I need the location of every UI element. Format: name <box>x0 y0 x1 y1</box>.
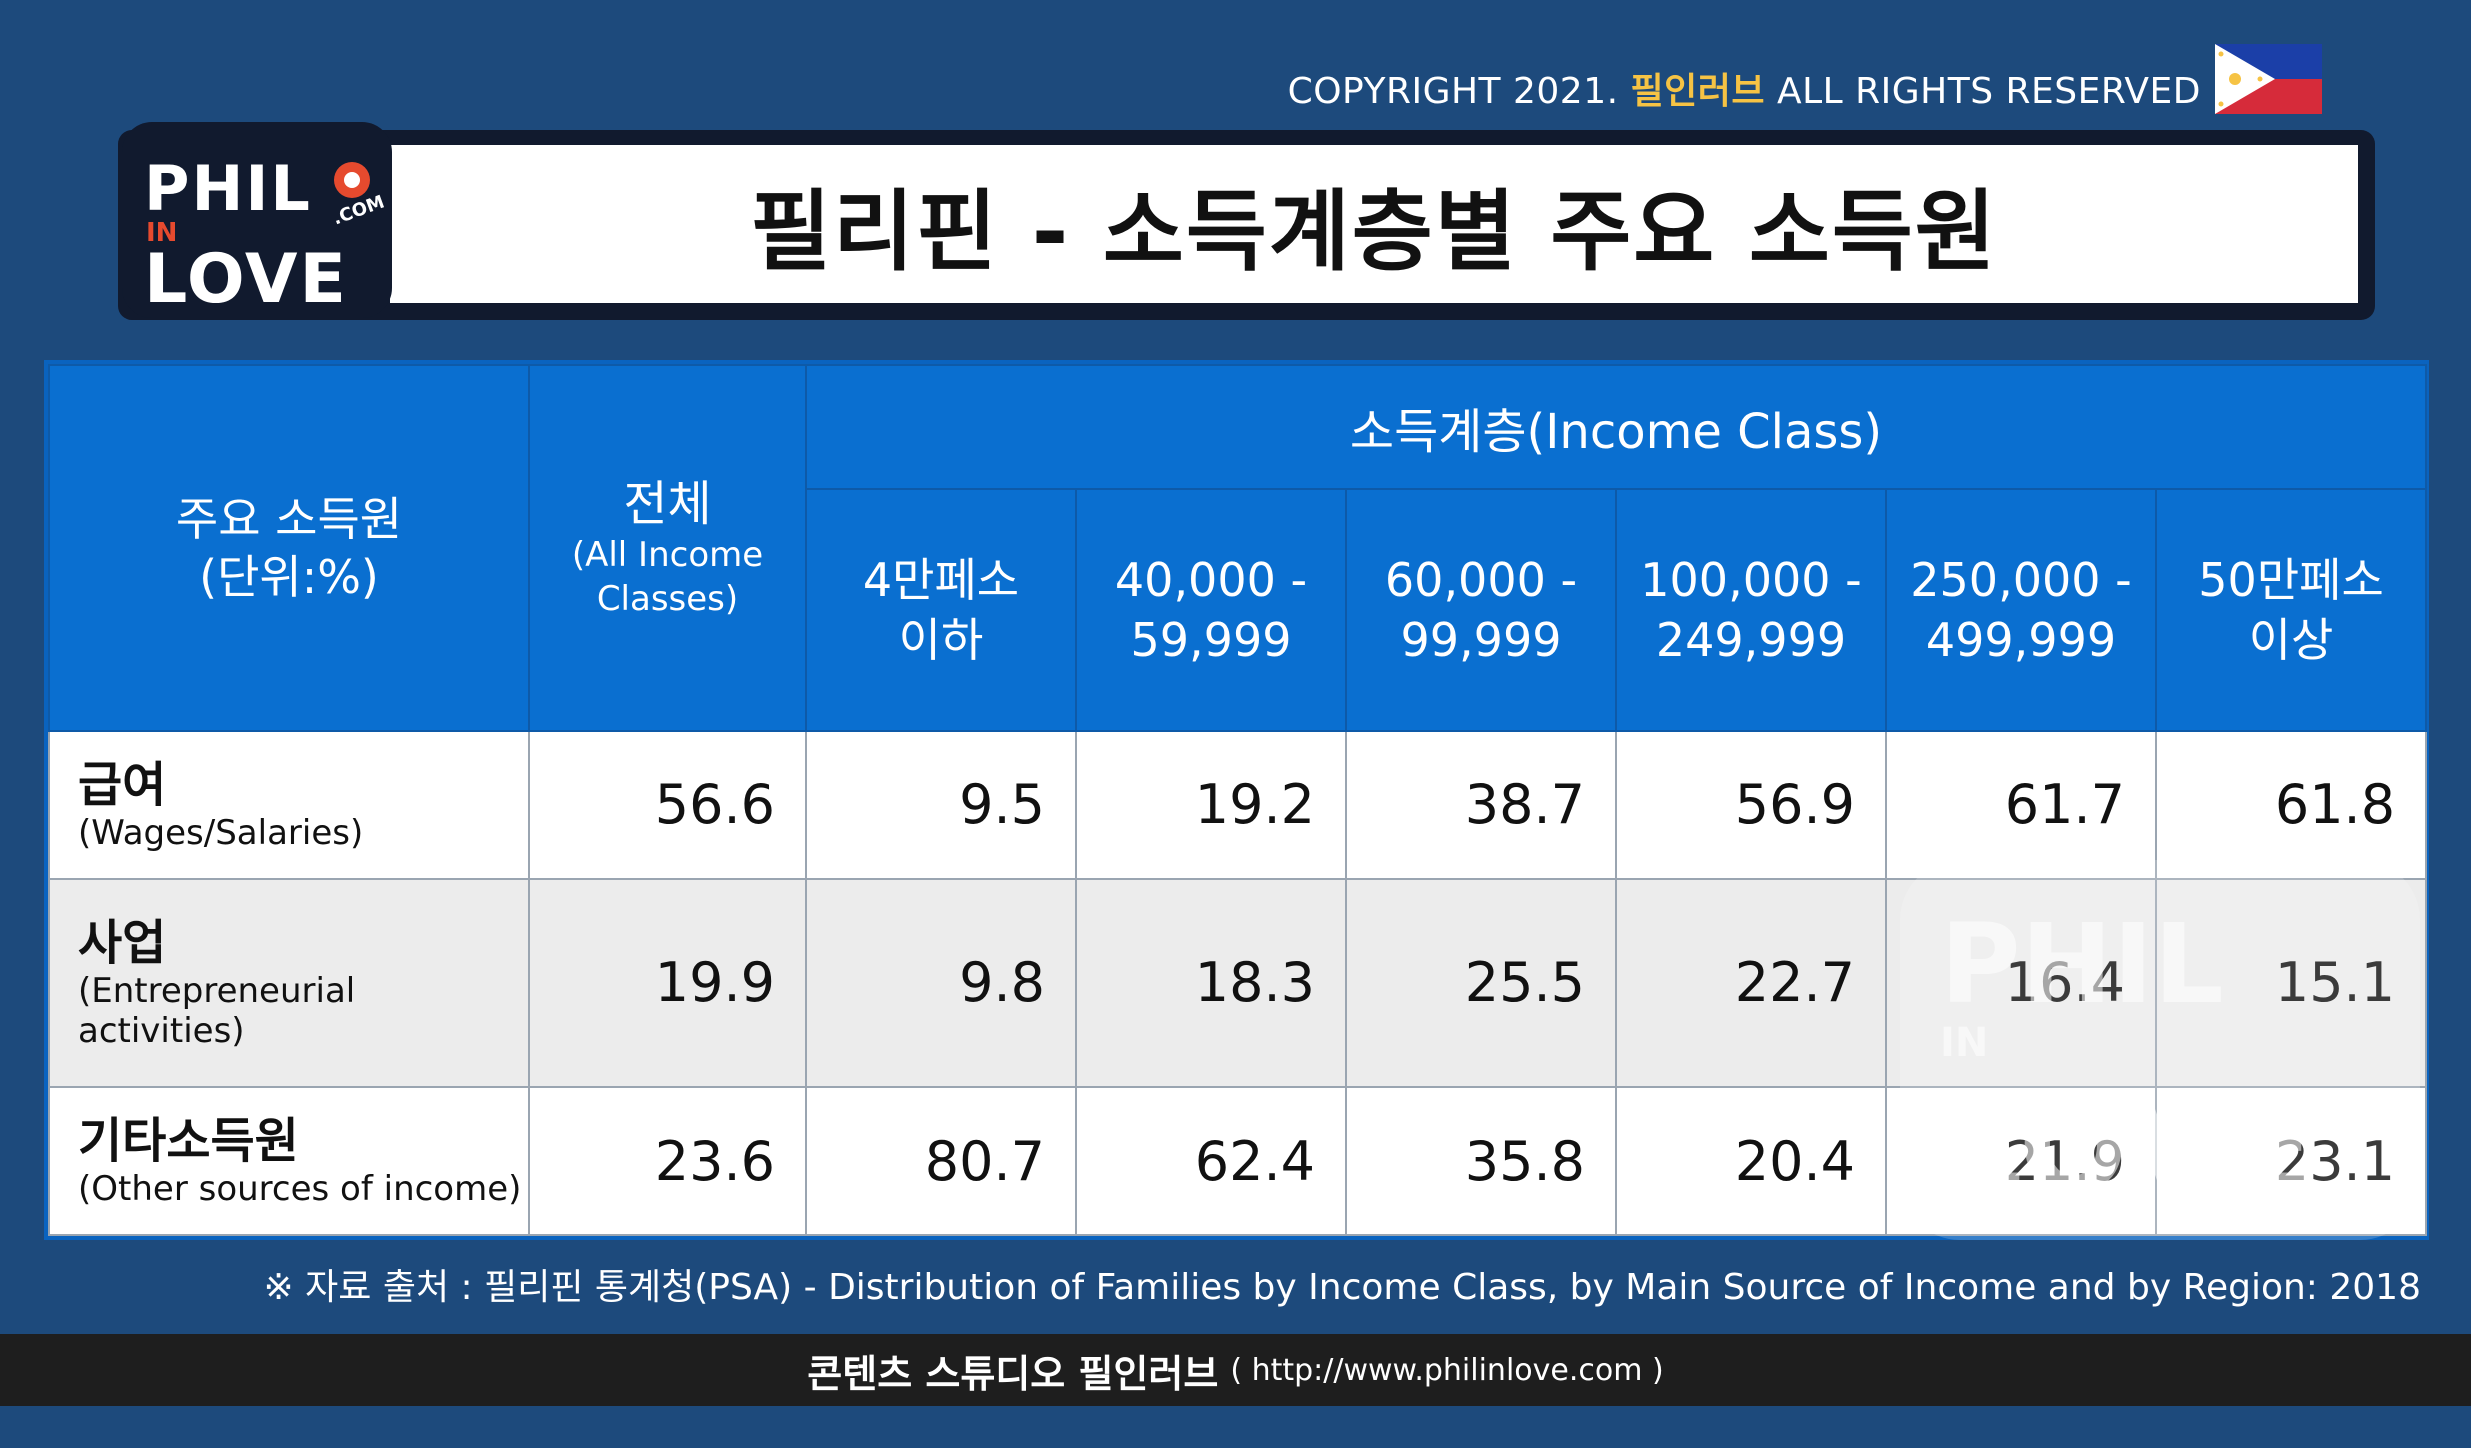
header-class-2: 40,000 -59,999 <box>1075 488 1347 732</box>
logo-line1: PHIL <box>144 152 312 225</box>
header-source-label: 주요 소득원 <box>175 492 403 546</box>
table-row-wages: 급여 (Wages/Salaries) 56.6 9.5 19.2 38.7 5… <box>48 730 2428 880</box>
logo-line2: IN <box>146 218 178 248</box>
copyright-notice: COPYRIGHT 2021. 필인러브 ALL RIGHTS RESERVED <box>1288 62 2201 114</box>
header-total-label: 전체 <box>623 476 712 532</box>
footer-bar: 콘텐츠 스튜디오 필인러브 ( http://www.philinlove.co… <box>0 1334 2471 1406</box>
table-cell: 80.7 <box>805 1086 1077 1236</box>
page-title: 필리핀 - 소득계층별 주요 소득원 <box>750 179 1998 283</box>
logo-line3: LOVE <box>144 240 348 319</box>
table-cell: 38.7 <box>1345 730 1617 880</box>
table-cell: 61.7 <box>1885 730 2157 880</box>
header-class-1: 4만페소 이하 <box>805 488 1077 732</box>
table-cell: 61.8 <box>2154 730 2428 880</box>
header-unit-label: (단위:%) <box>199 550 379 604</box>
table-cell: 62.4 <box>1075 1086 1347 1236</box>
header-income-class: 소득계층(Income Class) <box>804 364 2428 490</box>
header-class-4: 100,000 -249,999 <box>1615 488 1887 732</box>
header-total-sub2: Classes) <box>596 579 739 619</box>
copyright-prefix: COPYRIGHT 2021. <box>1287 71 1619 112</box>
table-row-business: 사업 (Entrepreneurial activities) 19.9 9.8… <box>48 877 2428 1089</box>
table-cell: 56.6 <box>528 730 807 880</box>
income-source-table: 주요 소득원 (단위:%) 전체 (All Income Classes) 소득… <box>44 360 2429 1240</box>
philinlove-logo: PHIL .COM IN LOVE <box>122 122 392 319</box>
table-cell: 19.9 <box>528 877 807 1089</box>
row-label: 급여 (Wages/Salaries) <box>48 730 530 880</box>
table-cell: 18.3 <box>1075 877 1347 1089</box>
title-box <box>390 145 2358 303</box>
table-cell: 23.1 <box>2154 1086 2428 1236</box>
table-cell: 19.2 <box>1075 730 1347 880</box>
data-source-note: ※ 자료 출처 : 필리핀 통계청(PSA) - Distribution of… <box>263 1267 2421 1308</box>
header-class-6: 50만페소 이상 <box>2154 488 2428 732</box>
table-cell: 23.6 <box>528 1086 807 1236</box>
table-cell: 9.5 <box>805 730 1077 880</box>
row-label: 기타소득원 (Other sources of income) <box>48 1086 530 1236</box>
table-cell: 25.5 <box>1345 877 1617 1089</box>
copyright-suffix: ALL RIGHTS RESERVED <box>1776 71 2201 112</box>
header-total: 전체 (All Income Classes) <box>528 364 807 732</box>
footer-url[interactable]: ( http://www.philinlove.com ) <box>1230 1352 1664 1388</box>
table-cell: 56.9 <box>1615 730 1887 880</box>
table-cell: 35.8 <box>1345 1086 1617 1236</box>
header-class-3: 60,000 -99,999 <box>1345 488 1617 732</box>
table-cell: 22.7 <box>1615 877 1887 1089</box>
table-cell: 21.9 <box>1885 1086 2157 1236</box>
table-cell: 20.4 <box>1615 1086 1887 1236</box>
copyright-brand: 필인러브 <box>1630 71 1765 112</box>
header-source: 주요 소득원 (단위:%) <box>48 364 530 732</box>
table-cell: 9.8 <box>805 877 1077 1089</box>
row-label: 사업 (Entrepreneurial activities) <box>48 877 530 1089</box>
table-cell: 15.1 <box>2154 877 2428 1089</box>
camera-aperture-icon <box>334 162 370 198</box>
table-row-other: 기타소득원 (Other sources of income) 23.6 80.… <box>48 1086 2428 1236</box>
footer-title: 콘텐츠 스튜디오 필인러브 <box>807 1351 1219 1396</box>
header-total-sub1: (All Income <box>571 535 764 575</box>
table-cell: 16.4 <box>1885 877 2157 1089</box>
header-class-5: 250,000 -499,999 <box>1885 488 2157 732</box>
philippines-flag-icon <box>2215 44 2322 114</box>
